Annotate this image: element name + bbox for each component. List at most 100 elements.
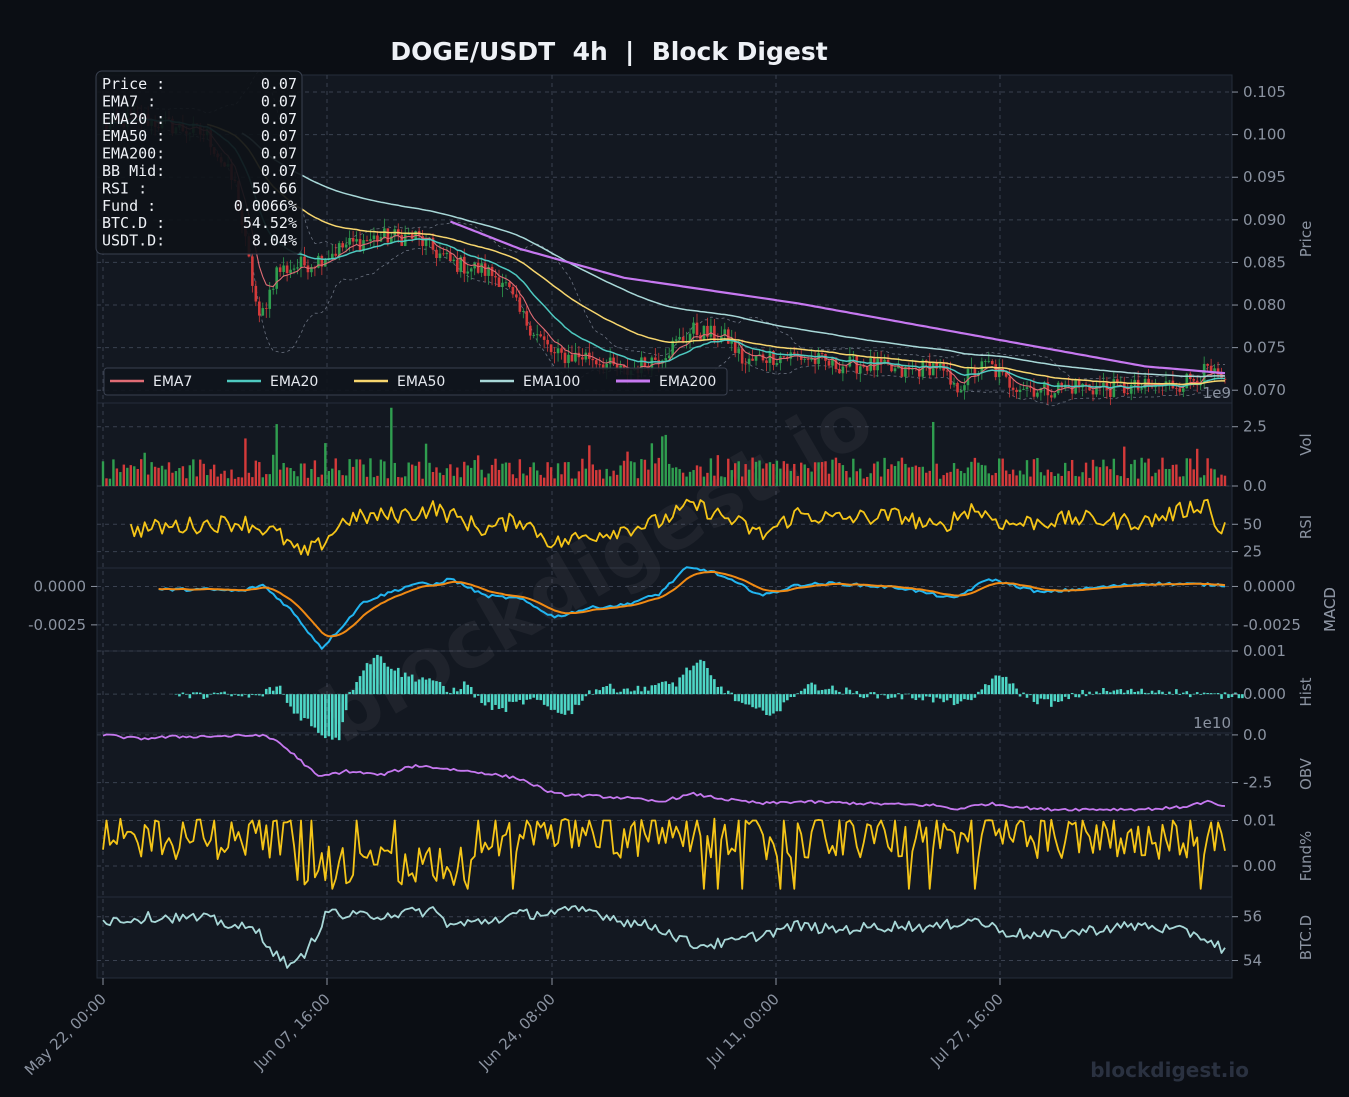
volume-bar [907,467,911,486]
histogram-bar [660,681,664,695]
histogram-bar [1018,694,1022,697]
volume-bar [459,477,462,486]
candle-body [431,237,435,250]
candle-body [570,354,574,362]
volume-bar [202,463,205,486]
candle-body [282,265,285,272]
histogram-bar [588,690,591,695]
histogram-bar [1074,694,1077,698]
candle-body [372,235,376,240]
histogram-bar [567,694,570,711]
volume-bar [1189,458,1192,486]
histogram-bar [636,685,640,695]
histogram-bar [414,681,417,695]
candle-body [973,367,977,376]
histogram-bar [647,690,650,695]
candle-body [268,289,272,309]
volume-bar [494,458,497,486]
volume-bar [470,467,473,486]
y-tick-label-price: 0.070 [1243,381,1286,399]
macd-line [158,566,1226,650]
volume-bar [1084,462,1088,486]
candle-body [528,325,532,336]
histogram-bar [362,670,365,695]
volume-bar [1202,475,1206,486]
candle-body [737,348,740,353]
candle-body [1050,395,1053,398]
y-tick-label-btcd: 56 [1243,908,1262,926]
histogram-bar [928,694,932,697]
volume-bar [192,459,195,486]
volume-bar [608,476,612,486]
histogram-bar [369,664,372,695]
candle-body [956,382,959,393]
candle-body [1109,389,1112,398]
candle-body [883,359,886,364]
candle-body [553,352,556,354]
volume-bar [230,469,233,486]
volume-bar [723,477,726,486]
histogram-bar [720,686,723,695]
volume-bar [379,459,383,486]
histogram-bar [848,689,852,695]
histogram-bar [706,667,709,695]
histogram-bar [494,694,497,705]
candle-body [984,361,987,363]
volume-bar [932,421,935,486]
volume-bar [636,478,640,486]
volume-bar [813,462,817,486]
candle-body [334,253,338,256]
volume-bar [390,407,393,486]
volume-bar [845,471,848,486]
volume-bar [421,478,424,486]
candle-body [904,367,907,377]
candle-body [671,340,674,356]
candle-body [358,239,362,251]
histogram-bar [230,694,233,697]
volume-bar [143,452,146,486]
volume-bar [275,424,278,486]
legend-frame [103,367,728,396]
histogram-bar [251,694,254,695]
histogram-bar [299,694,303,721]
histogram-bar [247,694,251,698]
volume-bar [928,470,931,486]
histogram-bar [852,693,855,695]
candle-body [532,335,536,336]
volume-bar [539,474,542,486]
histogram-bar [907,693,911,695]
volume-bar [1098,467,1102,486]
volume-bar [1022,474,1025,486]
info-value: 8.04% [252,232,297,250]
histogram-bar [383,662,386,695]
candle-body [584,352,588,360]
y-axis-label-fund: Fund% [1297,831,1315,882]
volume-bar [904,463,907,486]
candle-body [258,301,261,316]
volume-bar [577,471,581,486]
volume-bar [1223,475,1227,486]
volume-bar [487,473,490,486]
candle-body [834,357,838,369]
volume-bar [897,461,900,486]
volume-bar [233,478,237,486]
volume-bar [466,465,469,486]
histogram-bar [633,690,636,695]
info-box: Price : 0.07 EMA7 : 0.07 EMA20 : 0.07 EMA50 : 0… [95,70,303,255]
histogram-bar [810,682,813,695]
histogram-bar [713,679,716,695]
candle-body [337,243,341,256]
candle-body [490,266,494,277]
volume-bar [730,470,733,486]
volume-bar [508,462,511,486]
histogram-bar [1150,690,1154,695]
volume-bar [1206,458,1209,486]
volume-bar [251,477,254,486]
histogram-bar [1008,683,1011,695]
histogram-bar [487,694,490,703]
histogram-bar [758,694,761,708]
legend-label: EMA20 [270,374,318,390]
histogram-bar [209,693,212,695]
histogram-bar [890,694,893,698]
x-tick-label: Jun 24, 08:00 [475,990,559,1074]
